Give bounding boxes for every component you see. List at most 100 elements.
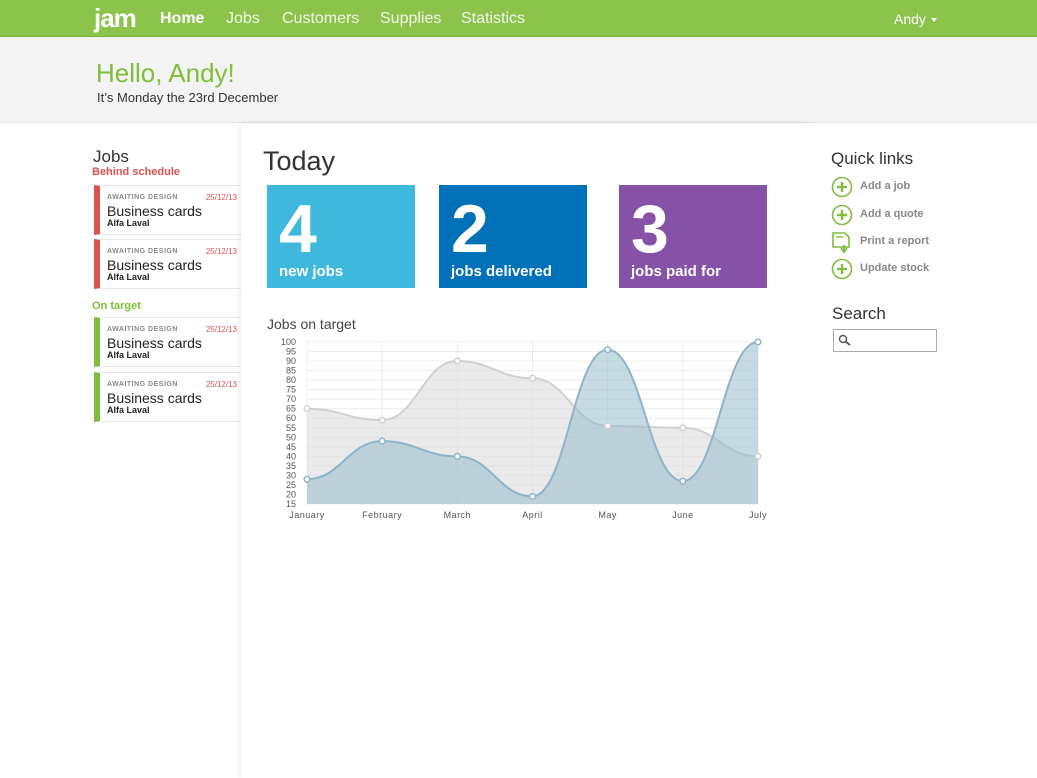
x-tick-label: July — [749, 510, 767, 520]
y-tick-label: 25 — [286, 480, 296, 490]
job-status: AWAITING DESIGN — [107, 381, 178, 388]
tile-jobs-paid[interactable]: 3 jobs paid for — [619, 185, 767, 288]
jobs-panel: Jobs Behind schedule AWAITING DESIGN 25/… — [0, 124, 241, 778]
job-name: Business cards — [107, 203, 202, 219]
greeting-banner: Hello, Andy! It’s Monday the 23rd Decemb… — [0, 37, 1037, 123]
quick-links-title: Quick links — [831, 149, 914, 168]
y-tick-label: 45 — [286, 442, 296, 452]
quick-link-label: Add a job — [860, 180, 911, 192]
nav-customers[interactable]: Customers — [282, 10, 360, 27]
tile-number: 3 — [631, 191, 669, 267]
caret-down-icon — [930, 18, 937, 23]
search-title: Search — [832, 304, 886, 323]
report-download-icon — [832, 232, 850, 254]
app-logo[interactable]: jam — [94, 3, 137, 33]
nav-home[interactable]: Home — [160, 10, 205, 27]
x-tick-label: June — [672, 510, 694, 520]
search-box[interactable] — [833, 329, 937, 352]
quick-link-label: Add a quote — [860, 208, 924, 220]
data-point — [679, 477, 687, 485]
job-status: AWAITING DESIGN — [107, 326, 178, 333]
tile-label: jobs paid for — [631, 263, 721, 280]
tile-label: jobs delivered — [451, 263, 552, 280]
job-client: Alfa Laval — [107, 405, 150, 415]
series-line — [306, 341, 759, 498]
x-tick-label: May — [598, 510, 617, 520]
y-tick-label: 40 — [286, 451, 296, 461]
job-name: Business cards — [107, 257, 202, 273]
tile-number: 4 — [279, 191, 317, 267]
today-title: Today — [263, 146, 336, 176]
job-status: AWAITING DESIGN — [107, 194, 178, 201]
x-tick-label: April — [522, 510, 543, 520]
on-target-label: On target — [92, 300, 141, 312]
right-panel: Quick links Add a job Add a quote Print … — [808, 124, 1037, 778]
series-area — [307, 342, 758, 504]
quick-link-label: Print a report — [860, 235, 930, 247]
x-tick-label: March — [444, 510, 472, 520]
data-point — [604, 422, 612, 430]
data-point — [528, 374, 537, 382]
data-point — [604, 346, 612, 354]
job-name: Business cards — [107, 390, 202, 406]
y-tick-label: 80 — [286, 375, 296, 385]
job-card[interactable]: AWAITING DESIGN 25/12/13 Business cards … — [94, 372, 241, 422]
jobs-title: Jobs — [93, 147, 129, 166]
data-point — [378, 437, 386, 445]
nav-supplies[interactable]: Supplies — [380, 10, 442, 27]
x-tick-label: February — [362, 510, 402, 520]
job-card[interactable]: AWAITING DESIGN 25/12/13 Business cards … — [94, 185, 241, 235]
quick-link-label: Update stock — [860, 262, 930, 274]
job-name: Business cards — [107, 335, 202, 351]
y-tick-label: 90 — [286, 356, 296, 366]
job-due-date: 25/12/13 — [205, 325, 237, 334]
y-tick-label: 50 — [286, 432, 296, 442]
x-tick-label: January — [289, 510, 325, 520]
data-point — [303, 405, 311, 413]
data-point — [453, 357, 461, 365]
search-input[interactable] — [854, 332, 934, 349]
data-point — [378, 416, 386, 424]
plus-circle-icon — [831, 176, 853, 198]
y-tick-label: 75 — [286, 385, 296, 395]
plus-circle-icon — [831, 204, 853, 226]
data-point — [528, 492, 537, 500]
tile-number: 2 — [451, 191, 489, 267]
greeting-title: Hello, Andy! — [96, 58, 235, 88]
y-tick-label: 95 — [286, 347, 296, 357]
y-tick-label: 60 — [286, 413, 296, 423]
user-menu[interactable]: Andy — [894, 11, 937, 27]
data-point — [754, 452, 762, 460]
y-tick-label: 100 — [281, 337, 296, 347]
data-point — [679, 424, 687, 432]
job-due-date: 25/12/13 — [205, 247, 237, 256]
tile-jobs-delivered[interactable]: 2 jobs delivered — [439, 185, 587, 288]
job-due-date: 25/12/13 — [205, 380, 237, 389]
tile-label: new jobs — [279, 263, 344, 280]
job-card[interactable]: AWAITING DESIGN 25/12/13 Business cards … — [94, 239, 241, 289]
y-tick-label: 30 — [286, 470, 296, 480]
search-icon — [838, 334, 851, 346]
tile-new-jobs[interactable]: 4 new jobs — [267, 185, 415, 288]
nav-statistics[interactable]: Statistics — [461, 10, 526, 27]
y-tick-label: 65 — [286, 404, 296, 414]
job-due-date: 25/12/13 — [205, 193, 237, 202]
data-point — [303, 475, 311, 483]
data-point — [754, 338, 762, 346]
job-card[interactable]: AWAITING DESIGN 25/12/13 Business cards … — [94, 317, 241, 367]
main-content: Today 4 new jobs 2 jobs delivered 3 jobs… — [241, 124, 808, 778]
chart-title: Jobs on target — [267, 316, 356, 332]
job-client: Alfa Laval — [107, 272, 150, 282]
y-tick-label: 15 — [286, 499, 296, 509]
y-tick-label: 55 — [286, 423, 296, 433]
behind-schedule-label: Behind schedule — [92, 166, 181, 178]
job-status: AWAITING DESIGN — [107, 248, 178, 255]
nav-jobs[interactable]: Jobs — [226, 10, 260, 27]
y-tick-label: 35 — [286, 461, 296, 471]
y-tick-label: 85 — [286, 366, 296, 376]
plus-circle-icon — [831, 258, 853, 280]
top-navbar: jam Home Jobs Customers Supplies Statist… — [0, 0, 1037, 37]
user-name: Andy — [894, 11, 926, 27]
data-point — [453, 452, 461, 460]
